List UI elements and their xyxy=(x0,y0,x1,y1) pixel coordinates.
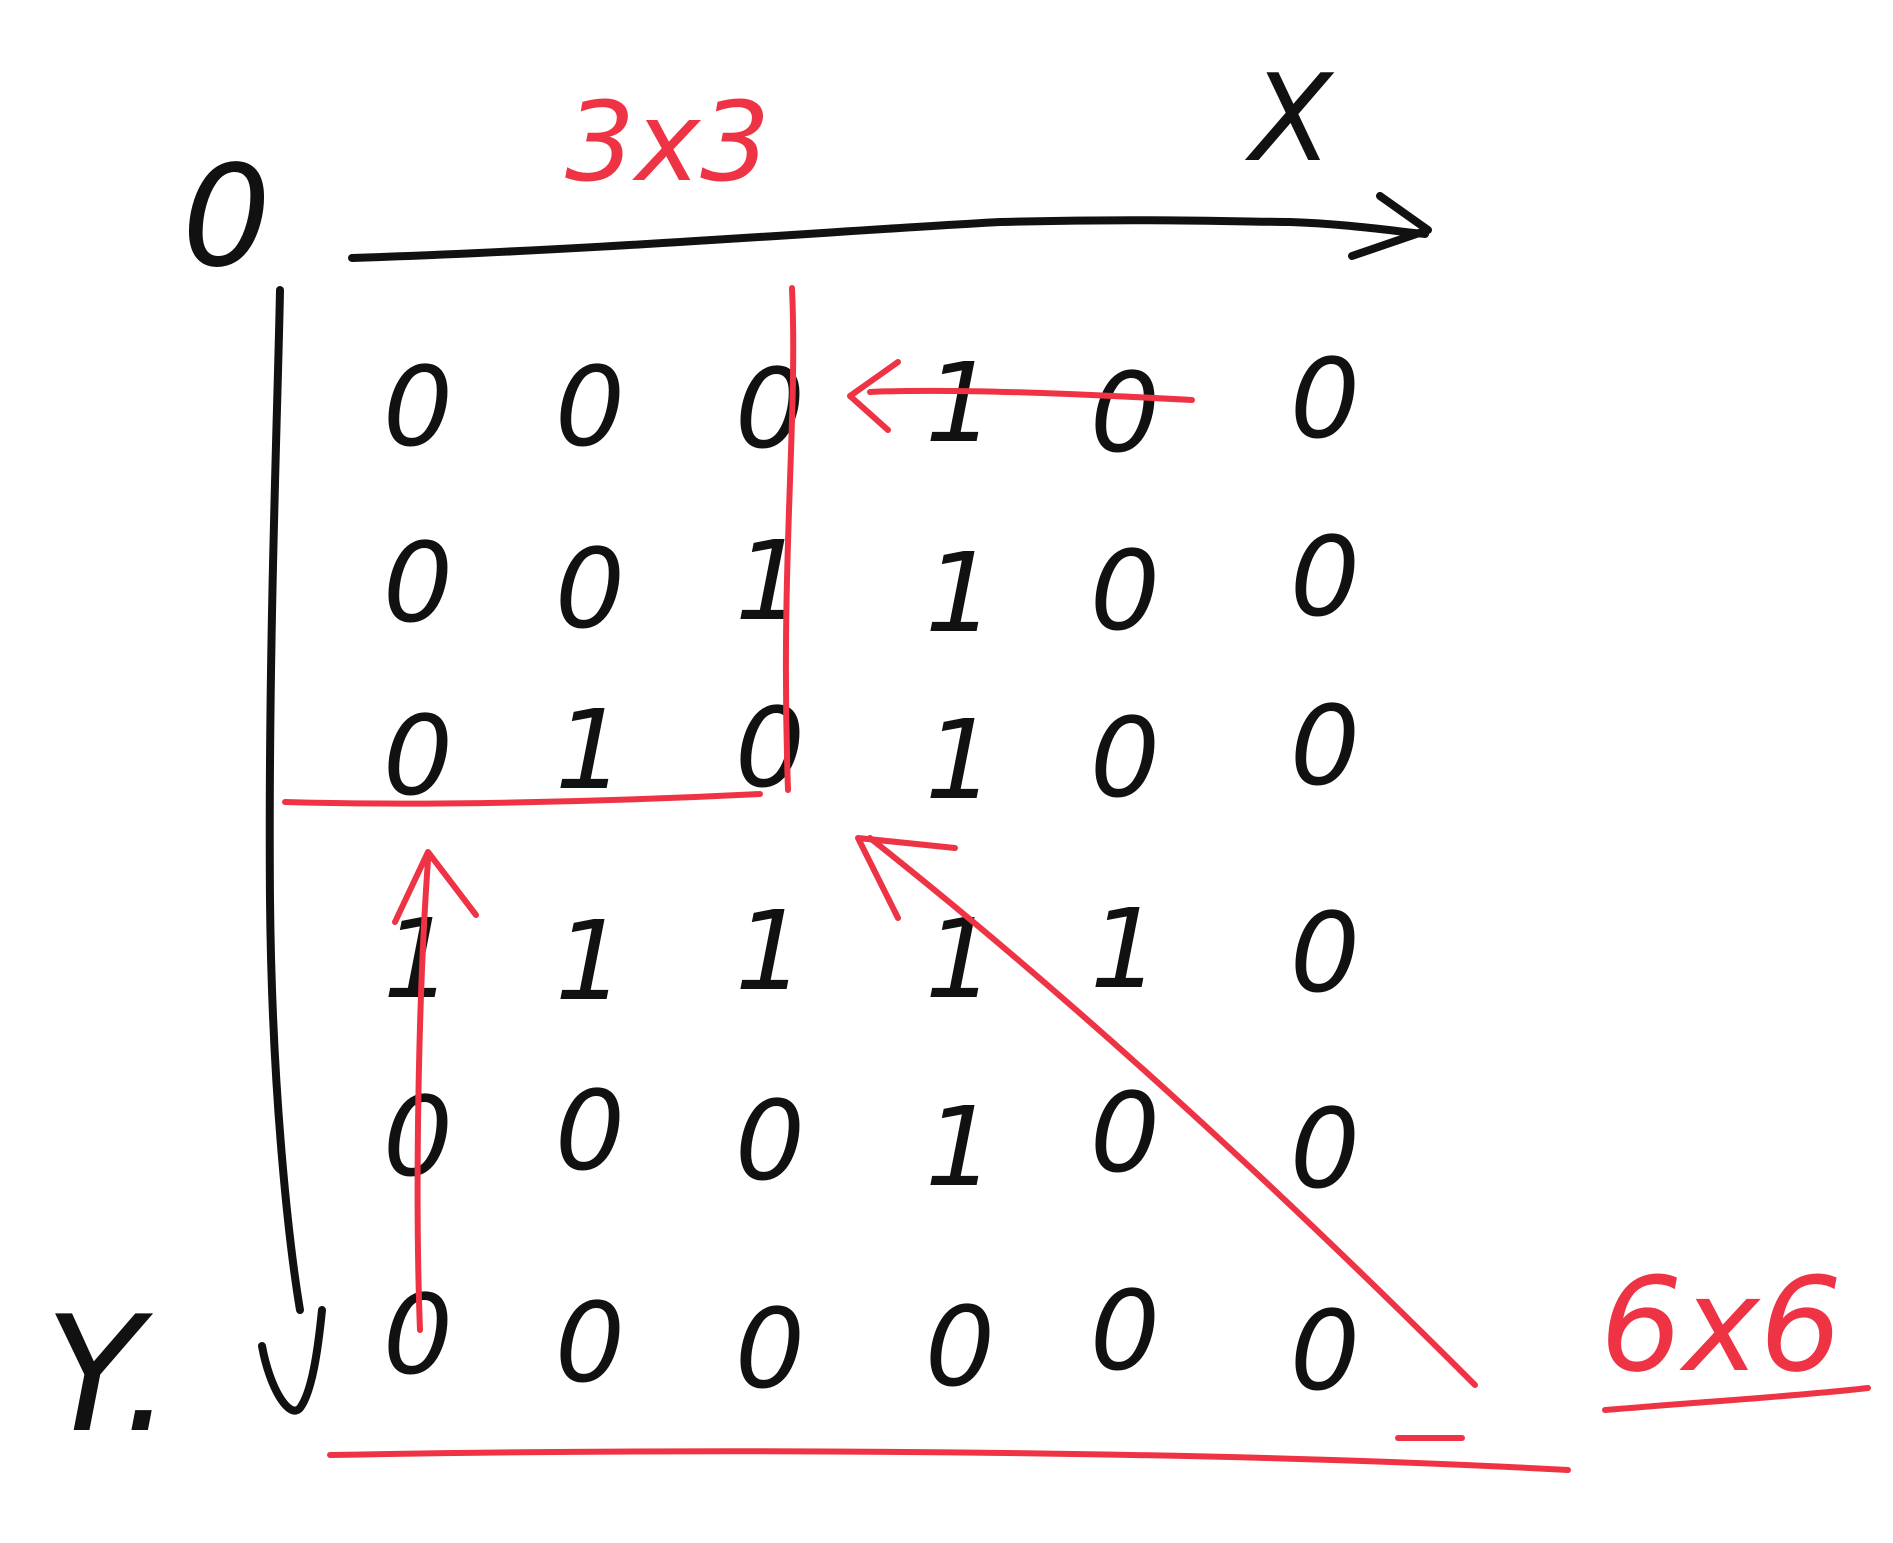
grid-cell-r4-c2: 1 xyxy=(555,897,625,1025)
grid-cell-r1-c2: 0 xyxy=(555,343,625,471)
grid-cell-r2-c1: 0 xyxy=(383,519,453,647)
grid-cell-r6-c5: 0 xyxy=(1090,1267,1160,1395)
grid-cell-r5-c6: 0 xyxy=(1290,1085,1360,1213)
grid-cell-r6-c4: 0 xyxy=(925,1283,995,1411)
diagonal-arrow-head xyxy=(855,835,958,921)
grid-cell-r5-c2: 0 xyxy=(555,1067,625,1195)
grid-cell-r5-c5: 0 xyxy=(1090,1069,1160,1197)
bottom-underline xyxy=(327,1448,1571,1473)
origin-label: 0 xyxy=(182,136,271,299)
grid-cell-r2-c5: 0 xyxy=(1090,527,1160,655)
grid-cell-r4-c5: 1 xyxy=(1090,885,1160,1013)
grid-cell-r2-c6: 0 xyxy=(1290,513,1360,641)
bottom-right-label: 6x6 xyxy=(1600,1249,1842,1401)
bottom-right-label-underline xyxy=(1602,1385,1871,1413)
grid-cell-r3-c1: 0 xyxy=(383,692,453,820)
x-axis-label: X xyxy=(1244,50,1335,189)
grid-cell-r1-c1: 0 xyxy=(383,343,453,471)
grid-cell-r3-c2: 1 xyxy=(555,686,625,814)
row-arrow-head xyxy=(847,359,901,433)
grid-cell-r3-c5: 0 xyxy=(1090,694,1160,822)
annotations: 3x3 6x6 xyxy=(282,78,1871,1473)
grid-cell-r5-c3: 0 xyxy=(735,1077,805,1205)
grid-cell-r4-c3: 1 xyxy=(735,887,805,1015)
grid-cell-r5-c4: 1 xyxy=(925,1083,995,1211)
grid-cell-r2-c4: 1 xyxy=(925,529,995,657)
grid-cell-r4-c6: 0 xyxy=(1290,889,1360,1017)
axes: 0 X Y. xyxy=(45,50,1432,1468)
box-right-border xyxy=(782,285,797,793)
row-arrow-line xyxy=(867,387,1195,403)
grid-cell-r1-c4: 1 xyxy=(925,339,995,467)
diagonal-arrow-line xyxy=(867,835,1478,1388)
box-bottom-border xyxy=(282,791,763,807)
grid-cell-r1-c5: 0 xyxy=(1090,349,1160,477)
grid-cell-r6-c6: 0 xyxy=(1290,1287,1360,1415)
y-axis-arrowhead xyxy=(258,1306,326,1415)
grid-cell-r3-c4: 1 xyxy=(925,696,995,824)
grid-cell-r3-c3: 0 xyxy=(735,684,805,812)
column-arrow-head xyxy=(392,849,479,925)
column-arrow-line xyxy=(414,857,431,1333)
x-axis-arrowhead xyxy=(1348,192,1432,260)
grid-cell-r2-c2: 0 xyxy=(555,525,625,653)
digit-grid: 0 0 0 1 0 00 0 1 1 0 00 1 0 1 0 01 1 1 1 1 00 0 0 1 0 00 0 0 0 0 0 xyxy=(383,335,1360,1415)
grid-cell-r1-c6: 0 xyxy=(1290,335,1360,463)
grid-cell-r6-c2: 0 xyxy=(555,1279,625,1407)
y-axis-label: Y. xyxy=(45,1281,173,1468)
grid-cell-r2-c3: 1 xyxy=(735,517,805,645)
grid-cell-r3-c6: 0 xyxy=(1290,682,1360,810)
x-axis-line xyxy=(348,216,1429,262)
grid-cell-r4-c4: 1 xyxy=(925,895,995,1023)
top-box-label: 3x3 xyxy=(565,78,770,206)
y-axis-line xyxy=(265,286,304,1314)
grid-cell-r6-c3: 0 xyxy=(735,1285,805,1413)
